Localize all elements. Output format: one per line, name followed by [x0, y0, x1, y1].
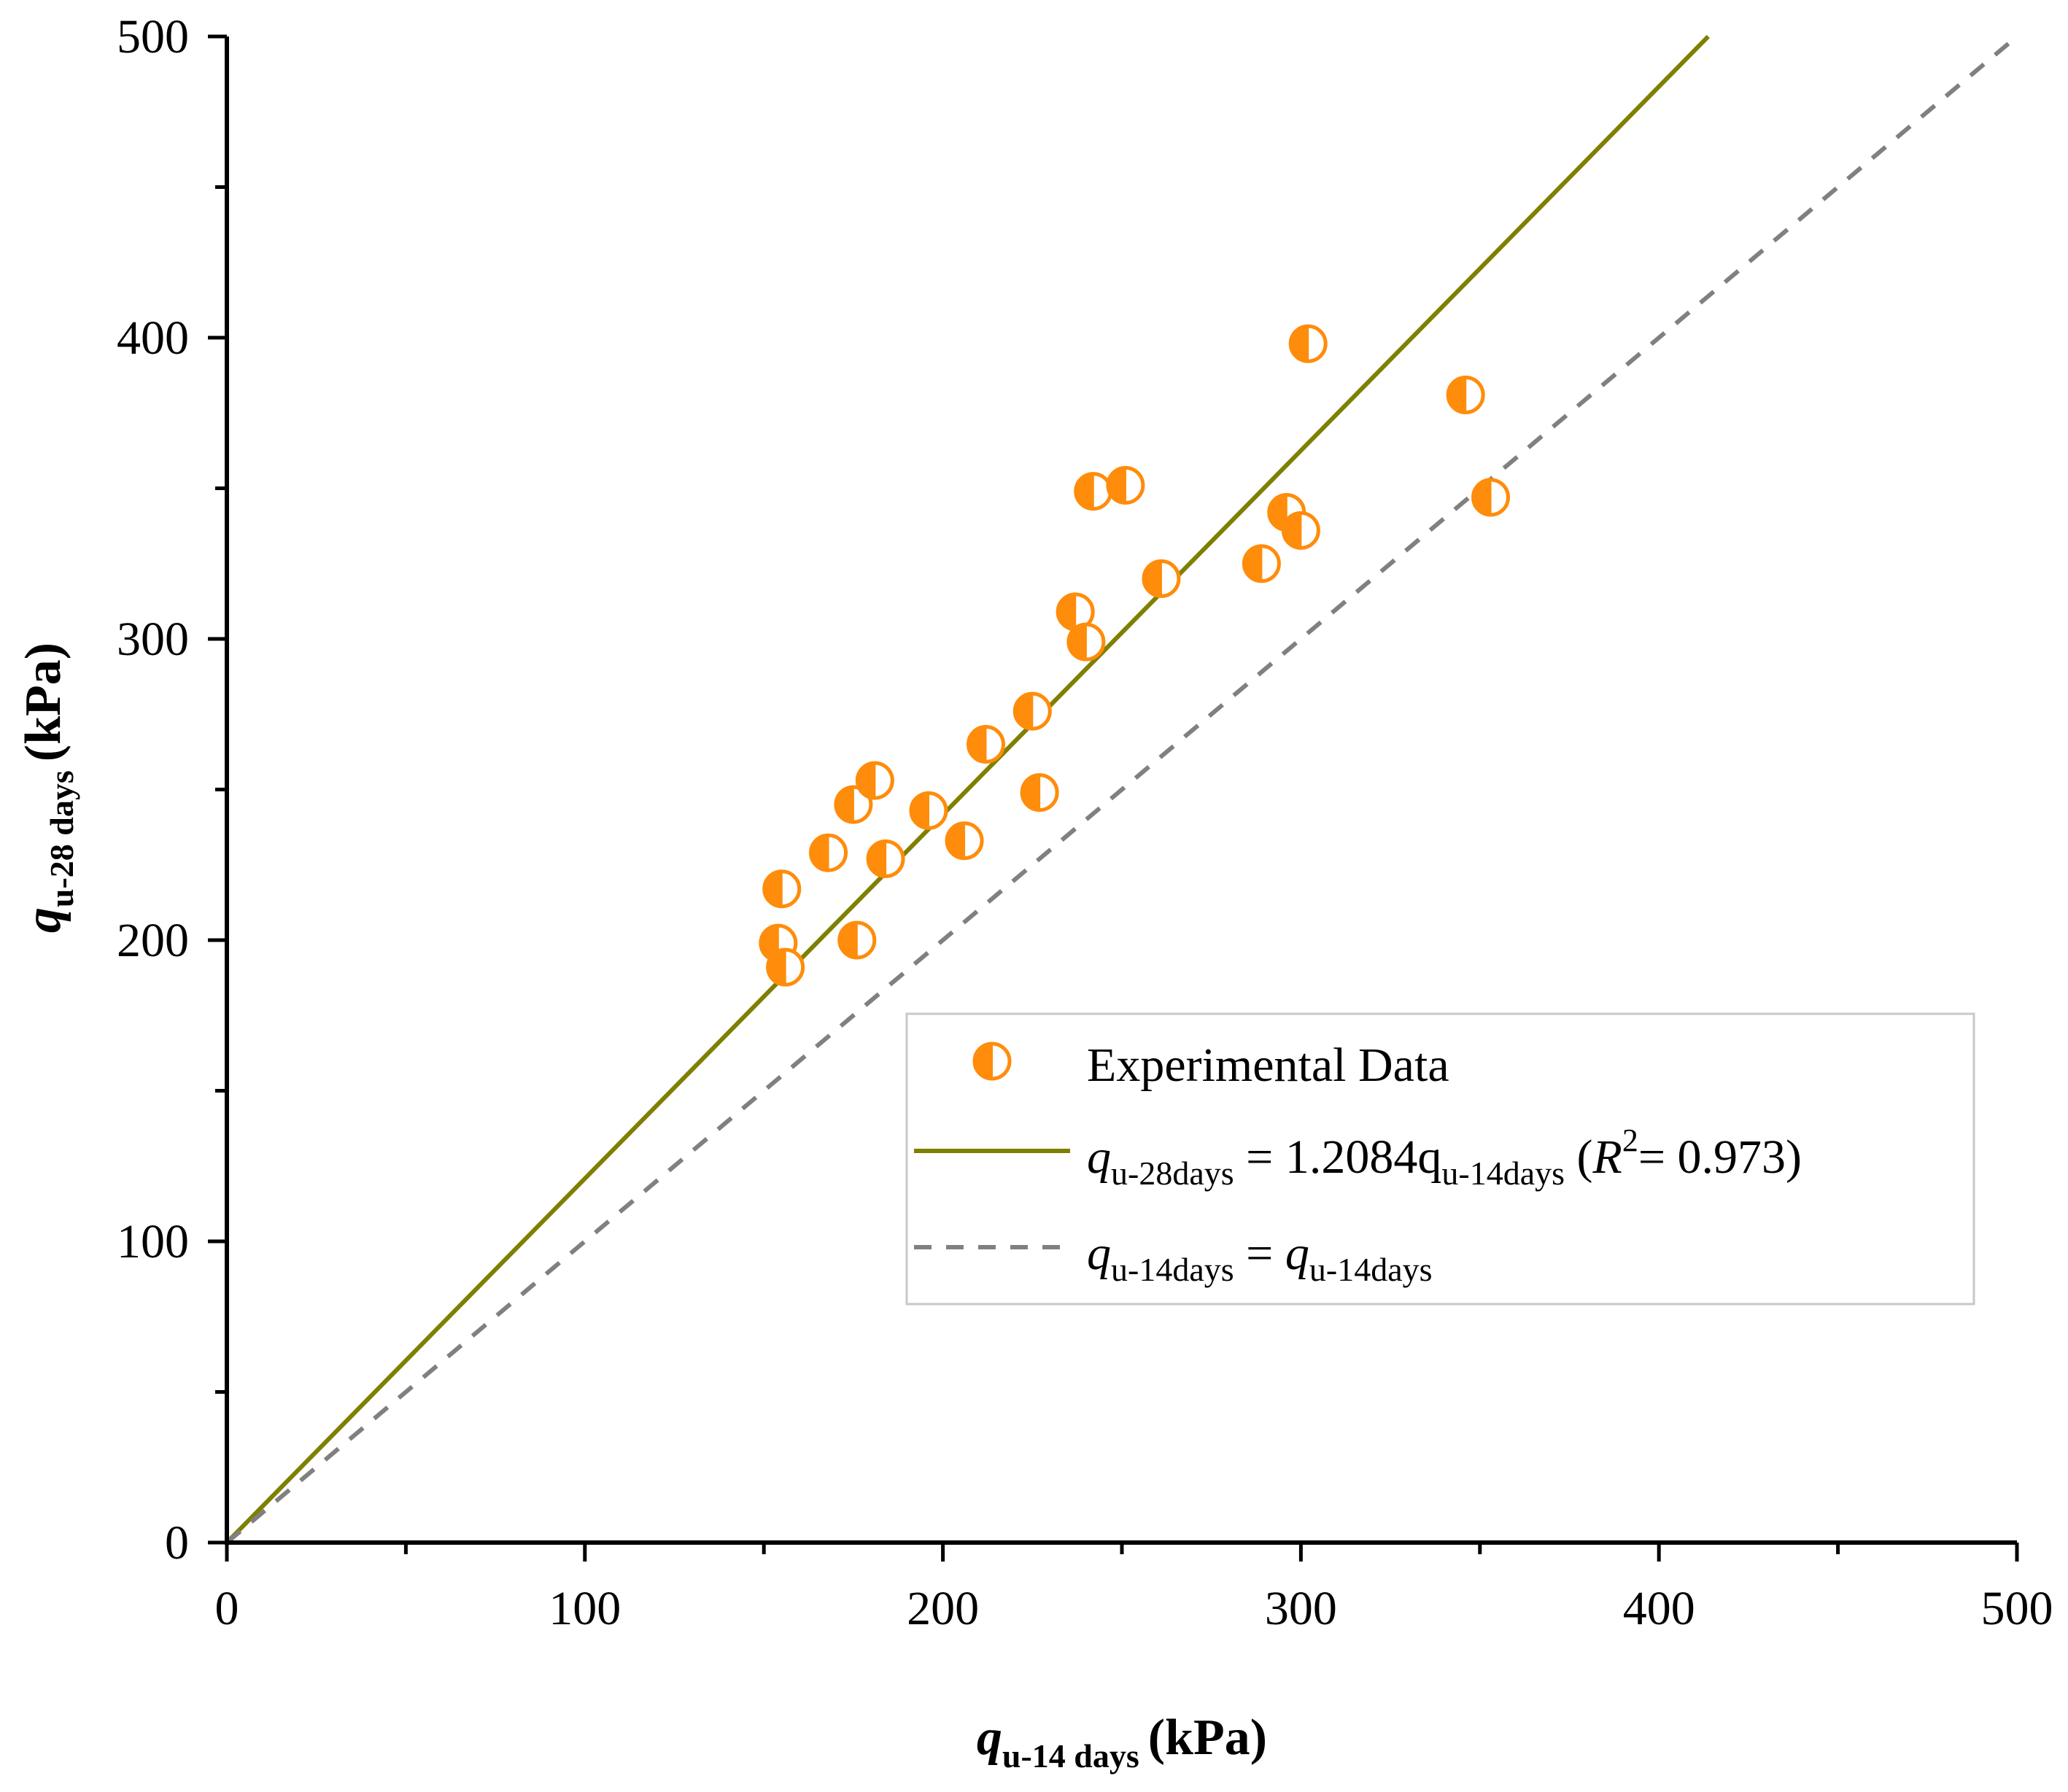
legend-box [905, 1012, 1975, 1306]
x-tick-label: 400 [1623, 1582, 1695, 1635]
data-points [759, 324, 1511, 987]
data-point [1446, 375, 1485, 414]
data-point [1056, 592, 1095, 632]
x-tick-label: 200 [907, 1582, 979, 1635]
y-axis-title: qu-28 days(kPa) [15, 643, 80, 933]
data-point [1020, 773, 1059, 812]
data-point [1142, 559, 1181, 598]
legend-label-fit: qu-28days = 1.2084qu-14days (R2= 0.973) [1087, 1122, 1802, 1192]
legend-label-experimental: Experimental Data [1087, 1039, 1449, 1092]
identity-line [225, 34, 2018, 1545]
x-tick-label: 100 [549, 1582, 621, 1635]
legend-label-identity: qu-14days = qu-14days [1087, 1227, 1433, 1288]
data-point [1066, 622, 1106, 662]
y-tick-label: 0 [165, 1516, 189, 1570]
data-point [855, 761, 894, 800]
data-point [1074, 472, 1113, 511]
data-point [1242, 544, 1281, 583]
y-tick-label: 100 [117, 1215, 189, 1268]
data-point [809, 833, 848, 872]
x-tick-label: 0 [215, 1582, 239, 1635]
y-tick-label: 400 [117, 311, 189, 365]
x-tick-label: 300 [1265, 1582, 1337, 1635]
data-point [766, 947, 805, 987]
data-point [1281, 511, 1320, 550]
data-point [1471, 478, 1511, 517]
data-point [966, 725, 1005, 764]
fit-line [225, 34, 1710, 1545]
data-point [834, 785, 873, 824]
data-point [1106, 465, 1145, 505]
fit-line-layer [225, 34, 1710, 1545]
x-axis-title: qu-14 days (kPa) [977, 1710, 1267, 1774]
y-ticks: 0 100 200 300 400 500 [117, 10, 227, 1570]
data-point [837, 920, 877, 960]
axes: 0 100 200 300 400 500 0 100 200 300 400 500 [117, 10, 2053, 1635]
data-point [1012, 691, 1052, 731]
legend: Experimental Data qu-28days = 1.2084qu-1… [905, 1012, 1975, 1306]
data-point [909, 791, 948, 830]
identity-line-layer [225, 34, 2018, 1545]
x-ticks: 0 100 200 300 400 500 [215, 1543, 2053, 1635]
data-point [762, 869, 802, 909]
data-point [1288, 324, 1328, 363]
y-tick-label: 500 [117, 10, 189, 63]
data-point [945, 821, 984, 861]
y-tick-label: 200 [117, 914, 189, 967]
legend-marker-icon [972, 1042, 1012, 1081]
legend-marker-experimental [972, 1042, 1012, 1081]
data-point [866, 839, 905, 878]
x-tick-label: 500 [1981, 1582, 2053, 1635]
y-tick-label: 300 [117, 613, 189, 666]
